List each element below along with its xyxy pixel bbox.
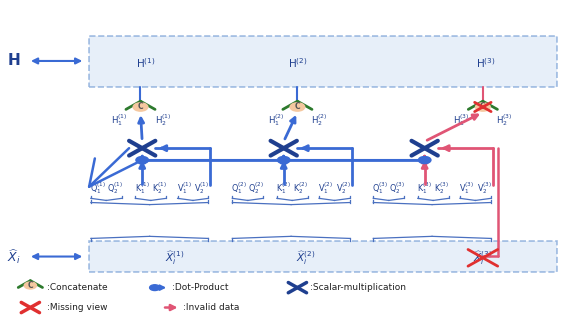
FancyBboxPatch shape	[89, 241, 557, 272]
Text: Q$_1^{(1)}$: Q$_1^{(1)}$	[90, 181, 106, 196]
Text: V$_1^{(3)}$: V$_1^{(3)}$	[459, 181, 474, 196]
Text: H$^{(1)}$: H$^{(1)}$	[137, 56, 156, 70]
Circle shape	[476, 103, 490, 111]
Text: V$_1^{(1)}$: V$_1^{(1)}$	[177, 181, 192, 196]
Text: C: C	[27, 281, 33, 290]
Text: $\widehat{X}_i^{(3)}$: $\widehat{X}_i^{(3)}$	[473, 249, 492, 267]
Text: :Invalid data: :Invalid data	[183, 303, 240, 312]
Text: H$_2^{(2)}$: H$_2^{(2)}$	[311, 112, 327, 128]
Text: H$_2^{(3)}$: H$_2^{(3)}$	[496, 112, 513, 128]
Text: Q$_1^{(2)}$: Q$_1^{(2)}$	[231, 181, 247, 196]
Text: V$_2^{(2)}$: V$_2^{(2)}$	[336, 181, 351, 196]
Text: H$_1^{(3)}$: H$_1^{(3)}$	[454, 112, 470, 128]
Text: V$_1^{(2)}$: V$_1^{(2)}$	[319, 181, 333, 196]
Circle shape	[25, 282, 37, 289]
Text: K$_1^{(1)}$: K$_1^{(1)}$	[135, 181, 149, 196]
Circle shape	[277, 156, 290, 164]
Text: C: C	[138, 102, 144, 111]
Text: V$_2^{(1)}$: V$_2^{(1)}$	[194, 181, 209, 196]
Circle shape	[133, 103, 148, 111]
Text: H$^{(3)}$: H$^{(3)}$	[476, 56, 495, 70]
Text: C: C	[295, 102, 300, 111]
Circle shape	[290, 103, 305, 111]
Text: V$_2^{(3)}$: V$_2^{(3)}$	[476, 181, 491, 196]
Text: C: C	[480, 102, 486, 111]
Text: Q$_2^{(2)}$: Q$_2^{(2)}$	[248, 181, 264, 196]
Text: $\widehat{X}_i$: $\widehat{X}_i$	[7, 247, 21, 266]
Text: H$_1^{(1)}$: H$_1^{(1)}$	[111, 112, 128, 128]
Text: :Missing view: :Missing view	[47, 303, 108, 312]
Text: Q$_1^{(3)}$: Q$_1^{(3)}$	[372, 181, 388, 196]
Text: :Concatenate: :Concatenate	[47, 283, 108, 292]
Text: :Scalar-multiplication: :Scalar-multiplication	[310, 283, 406, 292]
Text: H: H	[7, 53, 20, 69]
FancyBboxPatch shape	[89, 36, 557, 87]
Circle shape	[136, 156, 149, 164]
Text: Q$_2^{(1)}$: Q$_2^{(1)}$	[107, 181, 123, 196]
Text: H$^{(2)}$: H$^{(2)}$	[288, 56, 307, 70]
Circle shape	[418, 156, 431, 164]
Text: K$_2^{(2)}$: K$_2^{(2)}$	[293, 181, 308, 196]
Text: K$_2^{(3)}$: K$_2^{(3)}$	[434, 181, 449, 196]
Text: H$_2^{(1)}$: H$_2^{(1)}$	[155, 112, 172, 128]
Text: Q$_2^{(3)}$: Q$_2^{(3)}$	[390, 181, 405, 196]
Circle shape	[150, 285, 160, 290]
Text: K$_1^{(2)}$: K$_1^{(2)}$	[276, 181, 291, 196]
Text: H$_1^{(2)}$: H$_1^{(2)}$	[268, 112, 285, 128]
Text: $\widehat{X}_i^{(2)}$: $\widehat{X}_i^{(2)}$	[296, 249, 316, 267]
Text: K$_1^{(3)}$: K$_1^{(3)}$	[418, 181, 432, 196]
Text: K$_2^{(1)}$: K$_2^{(1)}$	[152, 181, 166, 196]
Text: $\widehat{X}_i^{(1)}$: $\widehat{X}_i^{(1)}$	[165, 249, 184, 267]
Text: :Dot-Product: :Dot-Product	[172, 283, 228, 292]
